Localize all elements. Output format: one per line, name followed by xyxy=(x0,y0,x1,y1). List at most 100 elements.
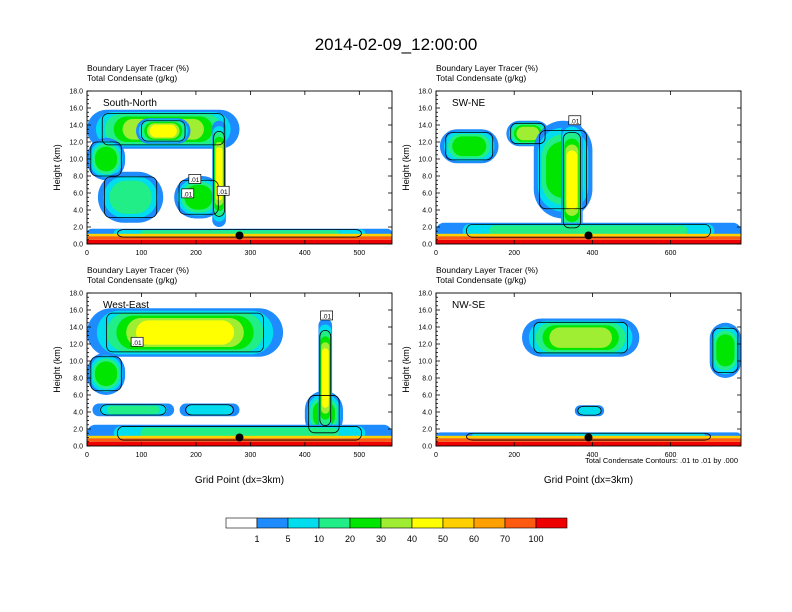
colorbar-cell xyxy=(225,517,258,529)
condensate-contour xyxy=(106,312,264,353)
x-tick-label: 400 xyxy=(299,452,311,459)
y-tick-label: 6.0 xyxy=(422,393,432,400)
y-tick-label: 14.0 xyxy=(69,325,83,332)
colorbar-cell xyxy=(411,517,444,529)
colorbar-cell xyxy=(287,517,320,529)
plume-band xyxy=(321,348,329,408)
surface-band xyxy=(87,239,392,244)
y-tick-label: 4.0 xyxy=(73,410,83,417)
contour-label-box xyxy=(216,185,230,196)
x-tick-label: 500 xyxy=(353,452,365,459)
figure-title: 2014-02-09_12:00:00 xyxy=(315,35,478,54)
colorbar-cell xyxy=(256,517,289,529)
plume-band xyxy=(106,405,160,415)
x-tick-label: 200 xyxy=(508,250,520,257)
y-tick-label: 0.0 xyxy=(73,242,83,249)
contour-note: Total Condensate Contours: .01 to .01 by… xyxy=(585,456,738,465)
colorbar-cell xyxy=(442,517,475,529)
contour-label: .01 xyxy=(190,177,199,184)
plume-band xyxy=(452,136,487,157)
panel-sw-ne: Boundary Layer Tracer (%)Total Condensat… xyxy=(401,63,742,257)
colorbar-label: 1 xyxy=(254,534,259,544)
colorbar-cell xyxy=(349,517,382,529)
y-tick-label: 12.0 xyxy=(418,140,432,147)
y-tick-label: 10.0 xyxy=(418,157,432,164)
condensate-contour xyxy=(90,356,122,392)
y-tick-label: 18.0 xyxy=(69,89,83,96)
contour-label: .01 xyxy=(183,191,192,198)
y-axis-label: Height (km) xyxy=(52,346,62,393)
colorbar-label: 20 xyxy=(345,534,355,544)
x-tick-label: 600 xyxy=(665,250,677,257)
panel-subtitle: Total Condensate (g/kg) xyxy=(87,275,177,285)
colorbar-cell xyxy=(535,517,568,529)
condensate-contour xyxy=(213,130,225,217)
y-tick-label: 16.0 xyxy=(418,308,432,315)
y-tick-label: 16.0 xyxy=(418,106,432,113)
colorbar-label: 5 xyxy=(285,534,290,544)
y-tick-label: 8.0 xyxy=(422,174,432,181)
surface-band xyxy=(87,441,392,446)
colorbar-label: 100 xyxy=(528,534,543,544)
condensate-contour xyxy=(100,404,167,416)
x-tick-label: 0 xyxy=(434,452,438,459)
condensate-contour xyxy=(185,404,234,416)
y-tick-label: 16.0 xyxy=(69,308,83,315)
panel-subtitle: Boundary Layer Tracer (%) xyxy=(436,265,538,275)
plume-band xyxy=(549,327,612,348)
plume-band xyxy=(109,180,152,214)
y-tick-label: 8.0 xyxy=(73,174,83,181)
surface-band xyxy=(436,239,741,244)
y-tick-label: 18.0 xyxy=(418,291,432,298)
panel-subtitle: Total Condensate (g/kg) xyxy=(436,275,526,285)
x-tick-label: 400 xyxy=(299,250,311,257)
plume-band xyxy=(716,334,735,367)
plume-band xyxy=(95,361,118,387)
x-tick-label: 300 xyxy=(245,452,257,459)
y-tick-label: 0.0 xyxy=(422,444,432,451)
y-tick-label: 6.0 xyxy=(422,191,432,198)
x-tick-label: 200 xyxy=(190,452,202,459)
y-tick-label: 2.0 xyxy=(422,225,432,232)
contour-label-box xyxy=(181,188,195,199)
plot-area xyxy=(436,91,741,244)
panel-subtitle: Total Condensate (g/kg) xyxy=(436,73,526,83)
y-tick-label: 12.0 xyxy=(69,342,83,349)
y-tick-label: 14.0 xyxy=(69,123,83,130)
x-tick-label: 0 xyxy=(85,452,89,459)
y-tick-label: 6.0 xyxy=(73,393,83,400)
colorbar-label: 60 xyxy=(469,534,479,544)
condensate-contour xyxy=(308,395,340,434)
x-tick-label: 200 xyxy=(508,452,520,459)
y-tick-label: 2.0 xyxy=(73,225,83,232)
y-tick-label: 14.0 xyxy=(418,325,432,332)
plume-band xyxy=(149,124,177,138)
x-tick-label: 400 xyxy=(587,452,599,459)
condensate-contour xyxy=(445,132,494,161)
y-tick-label: 2.0 xyxy=(422,427,432,434)
colorbar-label: 50 xyxy=(438,534,448,544)
colorbar-cell xyxy=(473,517,506,529)
y-tick-label: 14.0 xyxy=(418,123,432,130)
contour-label: .01 xyxy=(219,189,228,196)
panel-subtitle: Boundary Layer Tracer (%) xyxy=(87,63,189,73)
x-tick-label: 600 xyxy=(665,452,677,459)
x-axis-label: Grid Point (dx=3km) xyxy=(195,475,284,486)
colorbar-label: 10 xyxy=(314,534,324,544)
plume-band xyxy=(136,320,235,345)
plot-area xyxy=(436,293,741,446)
panel-label: West-East xyxy=(103,300,149,311)
plume-band xyxy=(516,126,540,141)
y-tick-label: 4.0 xyxy=(73,208,83,215)
condensate-contour xyxy=(141,120,186,142)
condensate-contour xyxy=(577,405,602,416)
y-axis-label: Height (km) xyxy=(401,144,411,191)
y-tick-label: 8.0 xyxy=(73,376,83,383)
y-tick-label: 8.0 xyxy=(422,376,432,383)
y-axis-label: Height (km) xyxy=(401,346,411,393)
plume-band xyxy=(578,406,601,415)
panel-subtitle: Total Condensate (g/kg) xyxy=(87,73,177,83)
x-tick-label: 400 xyxy=(587,250,599,257)
colorbar-cell xyxy=(380,517,413,529)
location-marker xyxy=(584,433,593,442)
